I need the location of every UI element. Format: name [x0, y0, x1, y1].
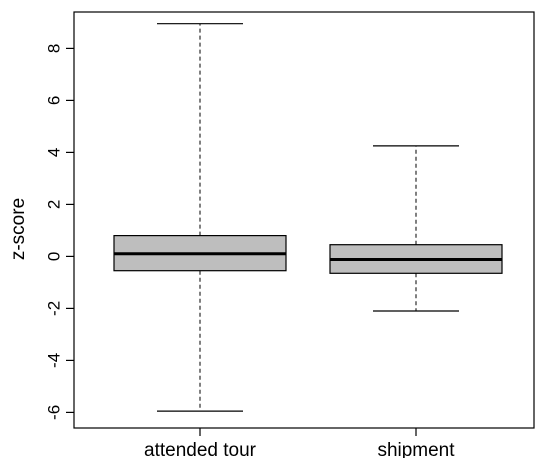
box-0 — [113, 23, 287, 412]
y-tick-label: -6 — [44, 405, 63, 420]
y-tick-label: 8 — [44, 44, 63, 53]
plot-frame — [73, 11, 535, 429]
y-tick-label: -4 — [44, 353, 63, 368]
y-tick-label: -2 — [44, 301, 63, 316]
y-tick-label: 2 — [44, 200, 63, 209]
box-1 — [329, 145, 503, 312]
y-tick-label: 0 — [44, 252, 63, 261]
boxes — [113, 23, 503, 412]
x-axis-labels: attended tour shipment — [144, 428, 455, 458]
y-tick-label: 4 — [44, 148, 63, 157]
x-category-label: attended tour — [144, 440, 257, 458]
y-axis: -6 -4 -2 0 2 4 6 8 — [44, 44, 74, 420]
y-axis-title: z-score — [8, 198, 29, 260]
x-category-label: shipment — [377, 440, 455, 458]
y-tick-label: 6 — [44, 96, 63, 105]
